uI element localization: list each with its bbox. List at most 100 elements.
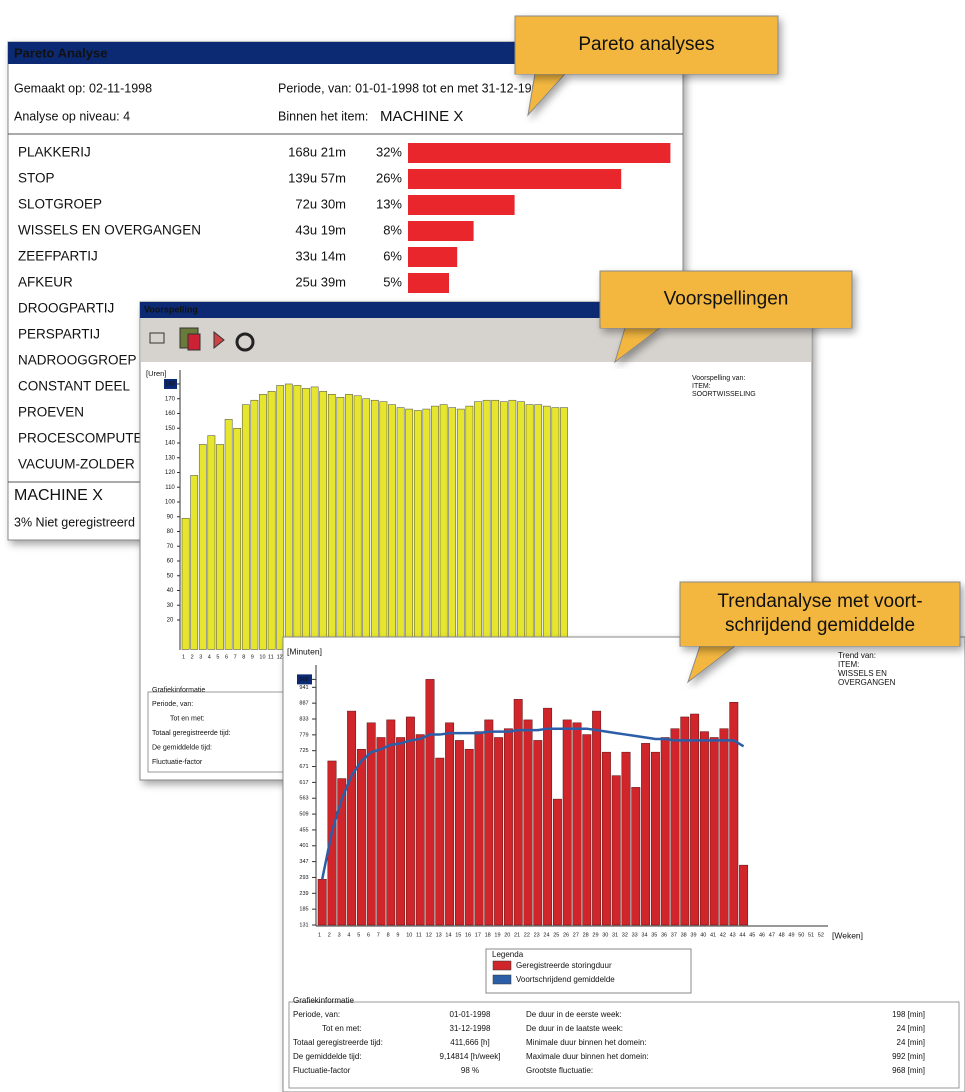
- forecast-bar: [294, 385, 301, 649]
- forecast-bar: [311, 387, 318, 650]
- x-tick-label: 13: [436, 932, 442, 938]
- x-tick-label: 33: [632, 932, 638, 938]
- row-percent: 26%: [376, 170, 402, 185]
- y-tick-label: 170: [165, 396, 176, 402]
- info-label: Maximale duur binnen het domein:: [526, 1052, 649, 1061]
- window-title: Pareto Analyse: [14, 45, 107, 60]
- x-tick-label: 30: [602, 932, 608, 938]
- x-tick-label: 2: [191, 654, 194, 660]
- callout-text: Pareto analyses: [578, 34, 714, 55]
- row-name: VACUUM-ZOLDER: [18, 457, 135, 472]
- legend-title: Legenda: [492, 950, 524, 959]
- trend-bar: [357, 749, 365, 925]
- trend-bar: [622, 752, 630, 925]
- x-tick-label: 3: [199, 654, 202, 660]
- forecast-bar: [560, 408, 567, 650]
- trend-bar: [387, 720, 395, 925]
- x-tick-label: 44: [739, 932, 745, 938]
- legend-swatch: [493, 975, 511, 984]
- side-text: SOORTWISSELING: [692, 391, 756, 398]
- info-title: Grafiekinformatie: [152, 687, 205, 694]
- x-tick-label: 5: [216, 654, 219, 660]
- x-tick-label: 39: [690, 932, 696, 938]
- info-label: Tot en met:: [322, 1024, 362, 1033]
- x-tick-label: 35: [651, 932, 657, 938]
- row-percent: 32%: [376, 144, 402, 159]
- row-name: PROCESCOMPUTER: [18, 431, 153, 446]
- trend-bar: [651, 752, 659, 925]
- trend-bar: [475, 732, 483, 925]
- y-tick-label: 110: [165, 485, 175, 491]
- x-tick-label: 46: [759, 932, 765, 938]
- x-tick-label: 4: [208, 654, 211, 660]
- info-value: 411,666 [h]: [450, 1038, 489, 1047]
- forecast-bar: [191, 475, 198, 649]
- forecast-bar: [234, 428, 241, 649]
- x-tick-label: 32: [622, 932, 628, 938]
- y-tick-label: 150: [165, 426, 176, 432]
- x-tick-label: 52: [818, 932, 824, 938]
- x-tick-label: 12: [426, 932, 432, 938]
- trend-bar: [534, 740, 542, 925]
- side-text: Voorspelling van:: [692, 375, 745, 382]
- y-tick-label: 160: [165, 411, 176, 417]
- forecast-bar: [492, 400, 499, 649]
- info-label: Fluctuatie-factor: [293, 1066, 351, 1075]
- trend-bar: [720, 729, 728, 925]
- x-tick-label: 31: [612, 932, 618, 938]
- y-tick-label: 617: [299, 780, 308, 786]
- x-tick-label: 26: [563, 932, 569, 938]
- x-tick-label: 22: [524, 932, 530, 938]
- info-value: 968 [min]: [892, 1066, 925, 1075]
- x-tick-label: 29: [592, 932, 598, 938]
- forecast-bar: [535, 405, 542, 650]
- y-tick-label: 120: [165, 470, 176, 476]
- row-name: PLAKKERIJ: [18, 145, 91, 160]
- forecast-bar: [242, 405, 249, 650]
- y-tick-label: 80: [167, 529, 174, 535]
- forecast-bar: [457, 409, 464, 649]
- x-tick-label: 47: [769, 932, 775, 938]
- y-tick-label: 100: [165, 500, 176, 506]
- trend-bar: [681, 717, 689, 925]
- side-text: WISSELS EN: [838, 669, 887, 678]
- x-tick-label: 51: [808, 932, 814, 938]
- callout-cover: [516, 71, 777, 74]
- footer-note: 3% Niet geregistreerd: [14, 515, 135, 529]
- callout-cover: [601, 325, 851, 328]
- trend-bar: [445, 723, 453, 925]
- info-label: De gemiddelde tijd:: [293, 1052, 361, 1061]
- forecast-bar: [509, 400, 516, 649]
- y-tick-label: 779: [299, 732, 308, 738]
- analysis-level: Analyse op niveau: 4: [14, 109, 130, 123]
- trend-bar: [406, 717, 414, 925]
- forecast-bar: [277, 385, 284, 649]
- trend-bar: [690, 714, 698, 925]
- forecast-bar: [285, 384, 292, 650]
- trend-bar: [465, 749, 473, 925]
- forecast-bar: [517, 402, 524, 650]
- row-percent: 6%: [383, 248, 402, 263]
- x-tick-label: 34: [641, 932, 647, 938]
- x-tick-label: 1: [182, 654, 185, 660]
- y-tick-label: 90: [167, 514, 174, 520]
- info-value: 9,14814 [h/week]: [440, 1052, 501, 1061]
- trend-bar: [563, 720, 571, 925]
- row-name: PROEVEN: [18, 405, 84, 420]
- x-tick-label: 37: [671, 932, 677, 938]
- x-tick-label: 42: [720, 932, 726, 938]
- trend-bar: [700, 732, 708, 925]
- x-tick-label: 8: [242, 654, 245, 660]
- forecast-bar: [526, 405, 533, 650]
- chart-button-overlay: [188, 334, 200, 350]
- x-tick-label: 19: [494, 932, 500, 938]
- forecast-bar: [302, 388, 309, 649]
- trend-bar: [543, 708, 551, 925]
- forecast-bar: [474, 402, 481, 650]
- window-title: Voorspelling: [144, 304, 198, 314]
- forecast-bar: [199, 444, 206, 649]
- callout-text: Trendanalyse met voort-: [717, 591, 922, 612]
- x-tick-label: 6: [367, 932, 370, 938]
- footer-item: MACHINE X: [14, 487, 103, 504]
- x-tick-label: 20: [504, 932, 510, 938]
